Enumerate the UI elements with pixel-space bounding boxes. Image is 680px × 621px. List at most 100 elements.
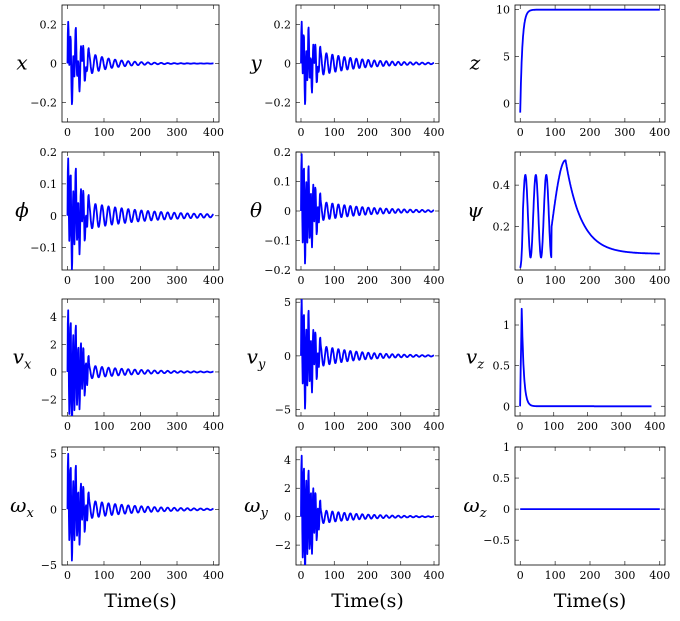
x-tick-label: 300 <box>614 569 635 582</box>
x-tick-label: 0 <box>64 569 71 582</box>
y-axis-label: ϕ <box>15 198 29 222</box>
subplot-11: 0 100 200 300 400 −2 0 2 4 ωy Time(s) <box>244 446 445 612</box>
y-tick-label: 2 <box>50 338 57 351</box>
y-axis-label: ωx <box>10 493 34 521</box>
x-tick-label: 400 <box>424 126 445 139</box>
y-tick-label: 0 <box>284 511 291 524</box>
series-line <box>519 8 661 113</box>
y-axis-label: ψ <box>467 198 483 222</box>
y-tick-label: −0.1 <box>30 242 57 255</box>
y-tick-label: 0 <box>503 503 510 516</box>
x-tick-label: 0 <box>517 126 524 139</box>
y-tick-label: −0.2 <box>264 264 291 277</box>
y-tick-label: 0 <box>503 97 510 110</box>
x-tick-label: 400 <box>203 274 224 287</box>
y-tick-label: 5 <box>284 296 291 309</box>
y-tick-label: −2 <box>41 393 57 406</box>
x-tick-label: 300 <box>390 569 411 582</box>
x-tick-label: 0 <box>64 126 71 139</box>
plot-frame <box>514 4 666 123</box>
y-axis-label: vx <box>13 345 32 373</box>
y-axis-label: ωz <box>463 493 486 521</box>
series-line <box>519 307 653 408</box>
y-axis-label: y <box>249 51 262 75</box>
y-tick-label: 1 <box>503 441 510 454</box>
x-tick-label: 400 <box>203 126 224 139</box>
y-tick-label: 0 <box>50 366 57 379</box>
x-tick-label: 200 <box>580 274 601 287</box>
x-tick-label: 0 <box>517 569 524 582</box>
plot-frame <box>61 298 220 417</box>
subplot-8: 0 100 200 300 400 −5 0 5 vy <box>247 296 445 433</box>
x-tick-label: 100 <box>93 274 114 287</box>
x-tick-label: 0 <box>297 569 304 582</box>
y-axis-label: vy <box>247 345 266 373</box>
subplot-9: 0 100 200 300 400 0 0.5 1 vz <box>466 298 666 433</box>
y-tick-label: 0 <box>284 350 291 363</box>
x-tick-label: 400 <box>203 420 224 433</box>
y-tick-label: 0.1 <box>274 176 292 189</box>
y-axis-label: θ <box>250 198 262 222</box>
series-line <box>66 309 215 416</box>
y-tick-label: 0.5 <box>493 472 511 485</box>
x-tick-label: 100 <box>545 569 566 582</box>
x-tick-label: 300 <box>614 126 635 139</box>
y-axis-label: z <box>469 51 481 75</box>
x-tick-label: 400 <box>644 420 665 433</box>
x-tick-label: 0 <box>517 274 524 287</box>
series-line <box>66 20 215 106</box>
series-line <box>300 454 435 565</box>
x-tick-label: 300 <box>167 569 188 582</box>
x-tick-label: 100 <box>543 420 564 433</box>
y-tick-label: 0 <box>50 503 57 516</box>
y-tick-label: −0.1 <box>264 235 291 248</box>
y-tick-label: 0.2 <box>274 146 292 159</box>
y-tick-label: 10 <box>496 4 510 17</box>
subplot-3: 0 100 200 300 400 0 5 10 z <box>469 4 671 139</box>
y-tick-label: 0.1 <box>40 178 58 191</box>
x-tick-label: 0 <box>64 274 71 287</box>
series-line <box>300 20 435 105</box>
x-tick-label: 300 <box>167 274 188 287</box>
series-line <box>66 452 215 562</box>
x-tick-label: 200 <box>577 420 598 433</box>
y-tick-label: −5 <box>275 404 291 417</box>
x-tick-label: 200 <box>357 420 378 433</box>
x-tick-label: 100 <box>93 126 114 139</box>
x-tick-label: 200 <box>130 274 151 287</box>
subplot-6: 0 100 200 300 400 0.2 0.4 ψ <box>467 151 670 287</box>
x-tick-label: 300 <box>167 420 188 433</box>
x-tick-label: 300 <box>167 126 188 139</box>
x-tick-label: 100 <box>545 126 566 139</box>
y-tick-label: 0 <box>284 205 291 218</box>
x-tick-label: 400 <box>649 126 670 139</box>
y-axis-label: ωy <box>244 493 268 521</box>
plot-frame <box>514 446 666 566</box>
y-tick-label: 0 <box>50 210 57 223</box>
y-tick-label: −5 <box>41 559 57 572</box>
y-axis-label: vz <box>466 345 484 373</box>
y-tick-label: −0.2 <box>264 97 291 110</box>
plot-frame <box>514 298 666 417</box>
y-tick-label: 0 <box>284 58 291 71</box>
y-tick-label: 1 <box>503 319 510 332</box>
subplot-4: 0 100 200 300 400 −0.1 0 0.1 0.2 ϕ <box>15 146 224 287</box>
y-tick-label: 0.2 <box>493 221 511 234</box>
x-tick-label: 300 <box>611 420 632 433</box>
x-tick-label: 0 <box>517 420 524 433</box>
y-tick-label: 4 <box>50 311 57 324</box>
x-tick-label: 200 <box>130 569 151 582</box>
x-tick-label: 100 <box>545 274 566 287</box>
y-tick-label: 0 <box>503 400 510 413</box>
x-tick-label: 400 <box>424 569 445 582</box>
x-tick-label: 100 <box>93 420 114 433</box>
y-tick-label: 0.5 <box>493 360 511 373</box>
y-tick-label: 4 <box>284 454 291 467</box>
x-tick-label: 400 <box>424 420 445 433</box>
y-tick-label: 0.4 <box>493 179 511 192</box>
x-tick-label: 200 <box>130 126 151 139</box>
x-tick-label: 300 <box>614 274 635 287</box>
x-tick-label: 200 <box>357 126 378 139</box>
subplot-12: 0 100 200 300 400 −0.5 0 0.5 1 ωz Time(s) <box>463 441 670 612</box>
